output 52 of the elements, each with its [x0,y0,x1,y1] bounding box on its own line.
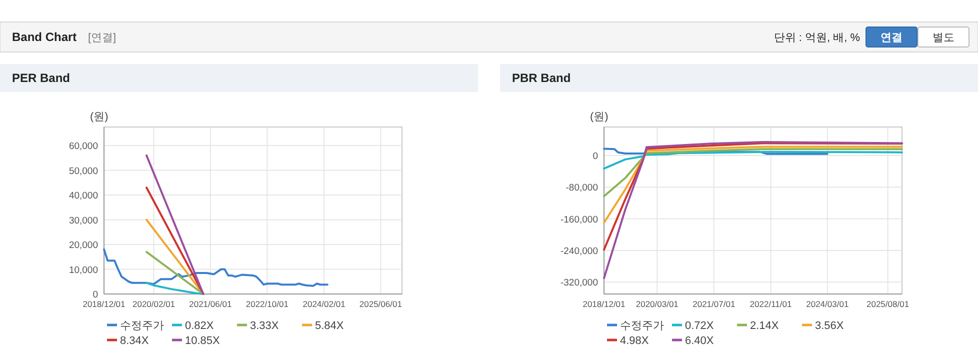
chart-title: PBR Band [512,71,571,85]
y-tick-label: 50,000 [68,166,98,177]
x-tick-label: 2025/06/01 [359,299,402,309]
toggle-button: 별도 [918,26,970,48]
y-tick-label: 60,000 [68,141,98,152]
line-series [103,248,328,287]
legend-label: 3.33X [250,320,280,332]
text: Band Chart [12,30,77,44]
legend-label: 3.56X [815,320,844,332]
text: 단위 : 억원, 배, % [774,32,860,44]
x-tick-label: 2018/12/01 [82,299,126,309]
x-tick-label: 2020/03/01 [636,299,679,309]
legend-label: 0.82X [185,320,214,332]
y-tick-label: -80,000 [566,182,598,194]
legend-label: 5.84X [315,320,344,332]
x-tick-label: 2022/11/01 [750,299,792,309]
x-tick-label: 2021/06/01 [189,299,232,309]
legend-label: 0.72X [685,320,714,332]
y-tick-label: -320,000 [560,278,598,289]
line-series [603,148,903,198]
toggle-button: 연결 [866,26,918,48]
y-axis-title: (원) [90,111,108,123]
y-tick-label: 10,000 [68,264,98,276]
y-tick-label: 0 [92,290,98,300]
legend-label: 2.14X [750,320,780,332]
legend-label: 8.34X [120,335,150,347]
y-tick-label: 30,000 [68,215,98,226]
line-series [603,142,903,251]
line-series [146,282,204,295]
legend-label: 4.98X [620,335,650,347]
legend-label: 6.40X [685,335,714,347]
x-tick-label: 2025/08/01 [866,299,910,309]
legend-label: 수정주가 [120,320,164,332]
line-series [603,146,903,224]
x-tick-label: 2022/10/01 [246,299,289,309]
x-tick-label: 2021/07/01 [692,299,736,309]
text: [연결] [88,32,116,44]
y-tick-label: -240,000 [560,246,598,257]
line-series [603,150,903,170]
y-tick-label: 40,000 [68,190,98,202]
chart-title: PER Band [12,71,70,85]
y-axis-title: (원) [590,111,608,123]
line-series [603,141,903,280]
x-tick-label: 2020/02/01 [132,299,176,309]
x-tick-label: 2024/03/01 [806,299,849,309]
x-tick-label: 2024/02/01 [302,299,346,309]
legend-label: 수정주가 [620,320,664,332]
y-tick-label: 0 [592,150,598,162]
x-tick-label: 2018/12/01 [582,299,626,309]
y-tick-label: 20,000 [68,240,98,252]
y-tick-label: -160,000 [560,214,598,226]
legend-label: 10.85X [185,335,221,347]
